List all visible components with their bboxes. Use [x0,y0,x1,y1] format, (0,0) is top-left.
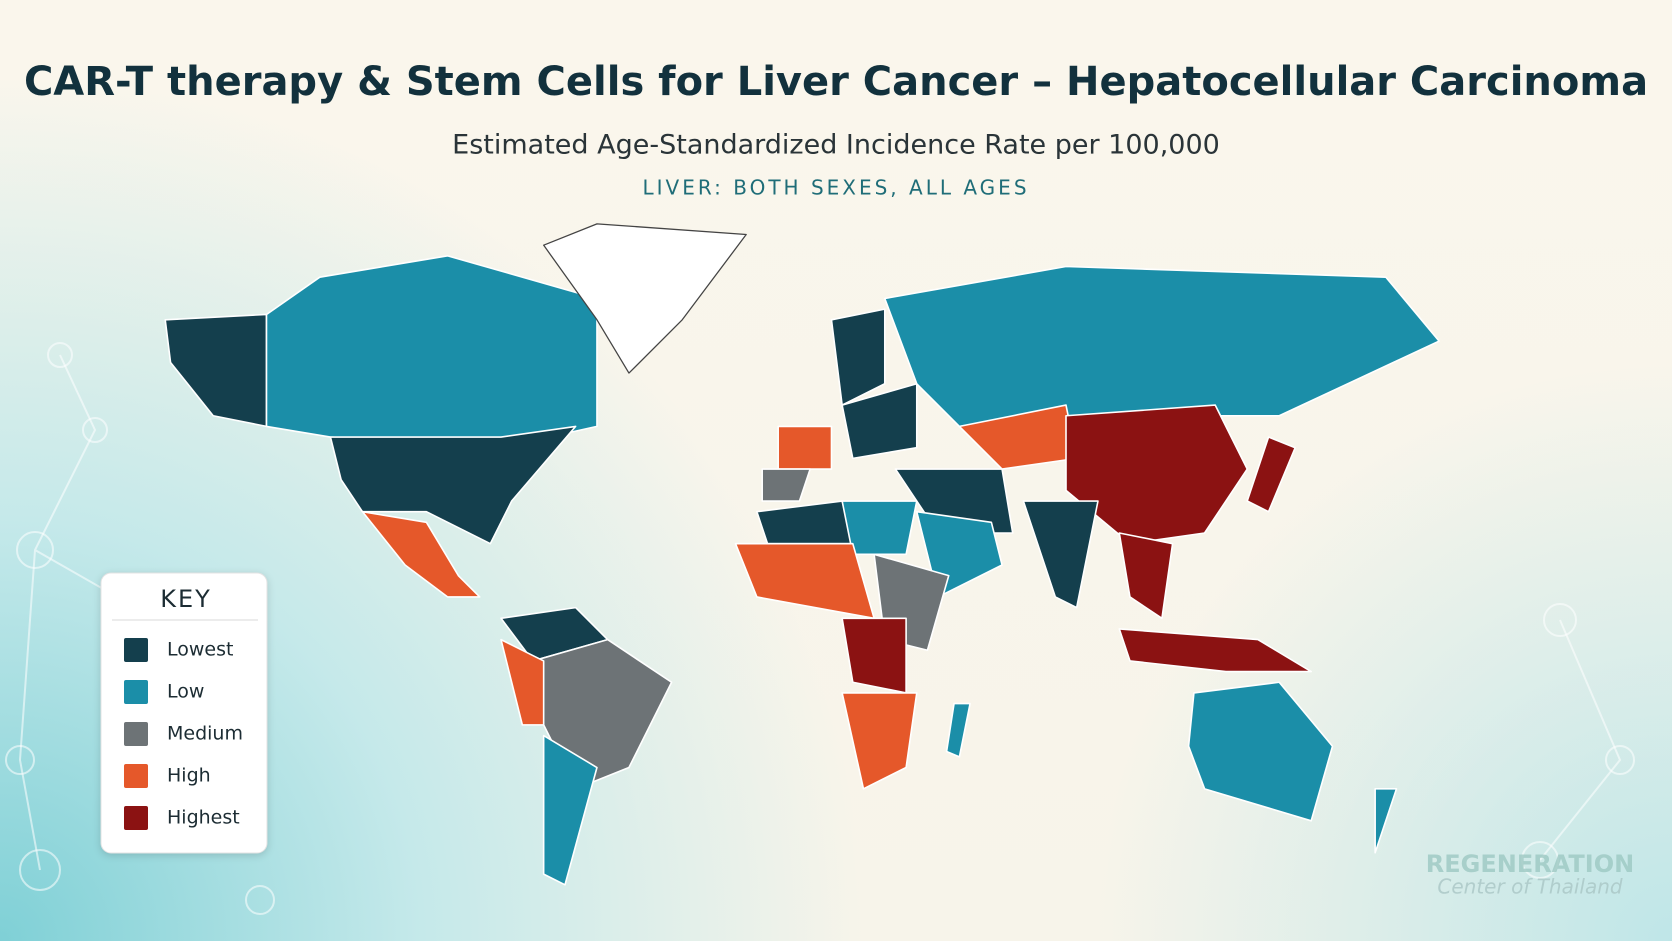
legend-label: Medium [167,723,243,745]
country-region [500,638,545,726]
legend-label: High [167,765,211,787]
world-map [164,223,1440,886]
country-region [894,468,1014,534]
country-region [841,382,918,460]
country-region [945,702,971,758]
legend-swatch [124,680,148,704]
country-region [761,468,811,502]
country-region [777,425,833,470]
country-region [1246,436,1296,513]
legend-label: Low [167,681,204,703]
country-region [1118,532,1174,620]
country-region [1187,681,1334,822]
country-region [1022,500,1099,609]
country-region [164,313,268,428]
watermark-title: REGENERATION [1426,850,1634,878]
country-region [361,510,481,598]
country-region [841,500,918,556]
country-region [329,425,577,545]
greenland [543,223,747,374]
country-region [1374,788,1398,854]
watermark-subtitle: Center of Thailand [1437,875,1623,899]
country-region [841,617,907,694]
legend-swatch [124,638,148,662]
title: CAR-T therapy & Stem Cells for Liver Can… [24,59,1648,105]
legend-label: Lowest [167,639,233,661]
subtitle: Estimated Age-Standardized Incidence Rat… [452,130,1220,161]
country-region [756,500,854,545]
legend: KEY Lowest Low Medium High Highest [100,572,268,854]
caption: LIVER: BOTH SEXES, ALL AGES [642,176,1029,200]
country-region [1118,628,1312,673]
legend-swatch [124,722,148,746]
country-region [1065,404,1249,545]
country-region [734,542,875,620]
country-region [830,308,886,406]
country-region [265,255,598,449]
legend-swatch [124,764,148,788]
legend-swatch [124,806,148,830]
country-region [542,734,598,886]
country-region [841,692,918,790]
country-region [883,265,1440,428]
legend-title: KEY [160,585,212,613]
legend-label: Highest [167,807,240,829]
legend-items: Lowest Low Medium High Highest [124,638,243,830]
